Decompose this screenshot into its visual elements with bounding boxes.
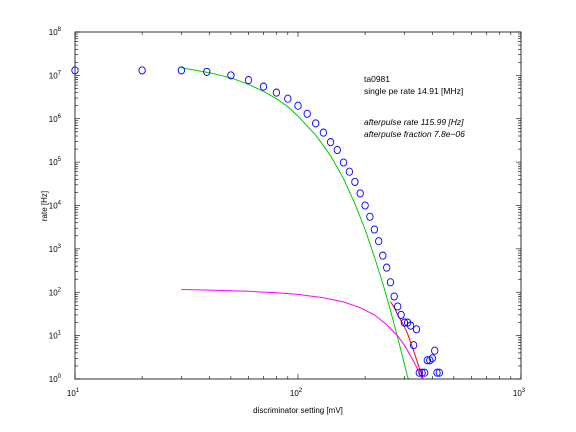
y-tick-label: 100 bbox=[49, 374, 62, 384]
y-tick-label: 105 bbox=[49, 157, 62, 167]
y-tick-label: 101 bbox=[49, 331, 62, 341]
data-point bbox=[400, 318, 409, 327]
data-point bbox=[431, 346, 439, 355]
data-point bbox=[426, 356, 434, 365]
data-point bbox=[259, 82, 268, 91]
data-point bbox=[379, 251, 387, 260]
data-point bbox=[415, 368, 423, 377]
x-axis-label: discriminator setting [mV] bbox=[253, 406, 343, 415]
data-point bbox=[435, 368, 443, 377]
data-point bbox=[345, 167, 354, 176]
annotation-id: ta0981 bbox=[364, 74, 390, 84]
data-point bbox=[366, 212, 374, 221]
fit-main-line bbox=[181, 67, 410, 379]
axis-ticks: 101 102 103 100 101 102 103 104 105 106 107 108 bbox=[49, 27, 526, 398]
data-point bbox=[312, 119, 320, 128]
data-point bbox=[361, 201, 369, 210]
data-point bbox=[421, 368, 429, 377]
fit-sum-line bbox=[390, 301, 424, 379]
data-point bbox=[386, 278, 395, 287]
data-point bbox=[418, 368, 426, 377]
y-tick-label: 108 bbox=[49, 27, 62, 37]
annotation-afterpulse-rate: afterpulse rate 115.99 [Hz] bbox=[364, 117, 464, 127]
data-point bbox=[333, 145, 341, 155]
data-point bbox=[71, 66, 79, 75]
data-point bbox=[409, 341, 418, 350]
data-point bbox=[339, 158, 348, 167]
data-point bbox=[319, 128, 328, 137]
data-point bbox=[326, 138, 335, 147]
x-tick-label: 103 bbox=[513, 388, 526, 398]
data-point bbox=[284, 94, 292, 103]
data-point bbox=[370, 225, 379, 234]
annotations: ta0981 single pe rate 14.91 [MHz] afterp… bbox=[364, 74, 465, 139]
y-tick-label: 107 bbox=[49, 70, 62, 80]
y-tick-label: 102 bbox=[49, 287, 62, 297]
data-point bbox=[203, 67, 211, 76]
data-point bbox=[272, 88, 281, 97]
annotation-single-pe: single pe rate 14.91 [MHz] bbox=[364, 86, 463, 96]
data-point bbox=[177, 66, 186, 75]
y-axis-label: rate [Hz] bbox=[40, 191, 49, 221]
data-point bbox=[383, 263, 391, 272]
data-point bbox=[356, 189, 364, 198]
data-point bbox=[294, 101, 302, 110]
annotation-afterpulse-fraction: afterpulse fraction 7.8e−06 bbox=[364, 129, 465, 139]
y-tick-label: 104 bbox=[49, 201, 62, 211]
data-point bbox=[406, 321, 415, 330]
data-point bbox=[351, 177, 359, 186]
data-point bbox=[244, 76, 253, 85]
chart-series bbox=[71, 66, 443, 379]
data-point bbox=[433, 368, 441, 377]
data-point bbox=[138, 66, 146, 75]
x-tick-label: 102 bbox=[290, 388, 303, 398]
y-tick-label: 103 bbox=[49, 244, 62, 254]
data-point bbox=[423, 356, 431, 365]
data-point bbox=[394, 302, 402, 311]
data-point bbox=[390, 292, 398, 301]
data-point bbox=[412, 325, 421, 334]
data-point bbox=[375, 237, 383, 246]
data-point bbox=[428, 354, 436, 363]
y-tick-label: 106 bbox=[49, 114, 62, 124]
fit-afterpulse-line bbox=[181, 289, 423, 379]
data-point bbox=[227, 71, 235, 80]
axis-labels: discriminator setting [mV] rate [Hz] bbox=[40, 191, 343, 415]
data-point bbox=[303, 109, 311, 118]
x-tick-label: 101 bbox=[67, 388, 80, 398]
plot-area bbox=[74, 31, 522, 380]
data-point bbox=[397, 310, 405, 319]
